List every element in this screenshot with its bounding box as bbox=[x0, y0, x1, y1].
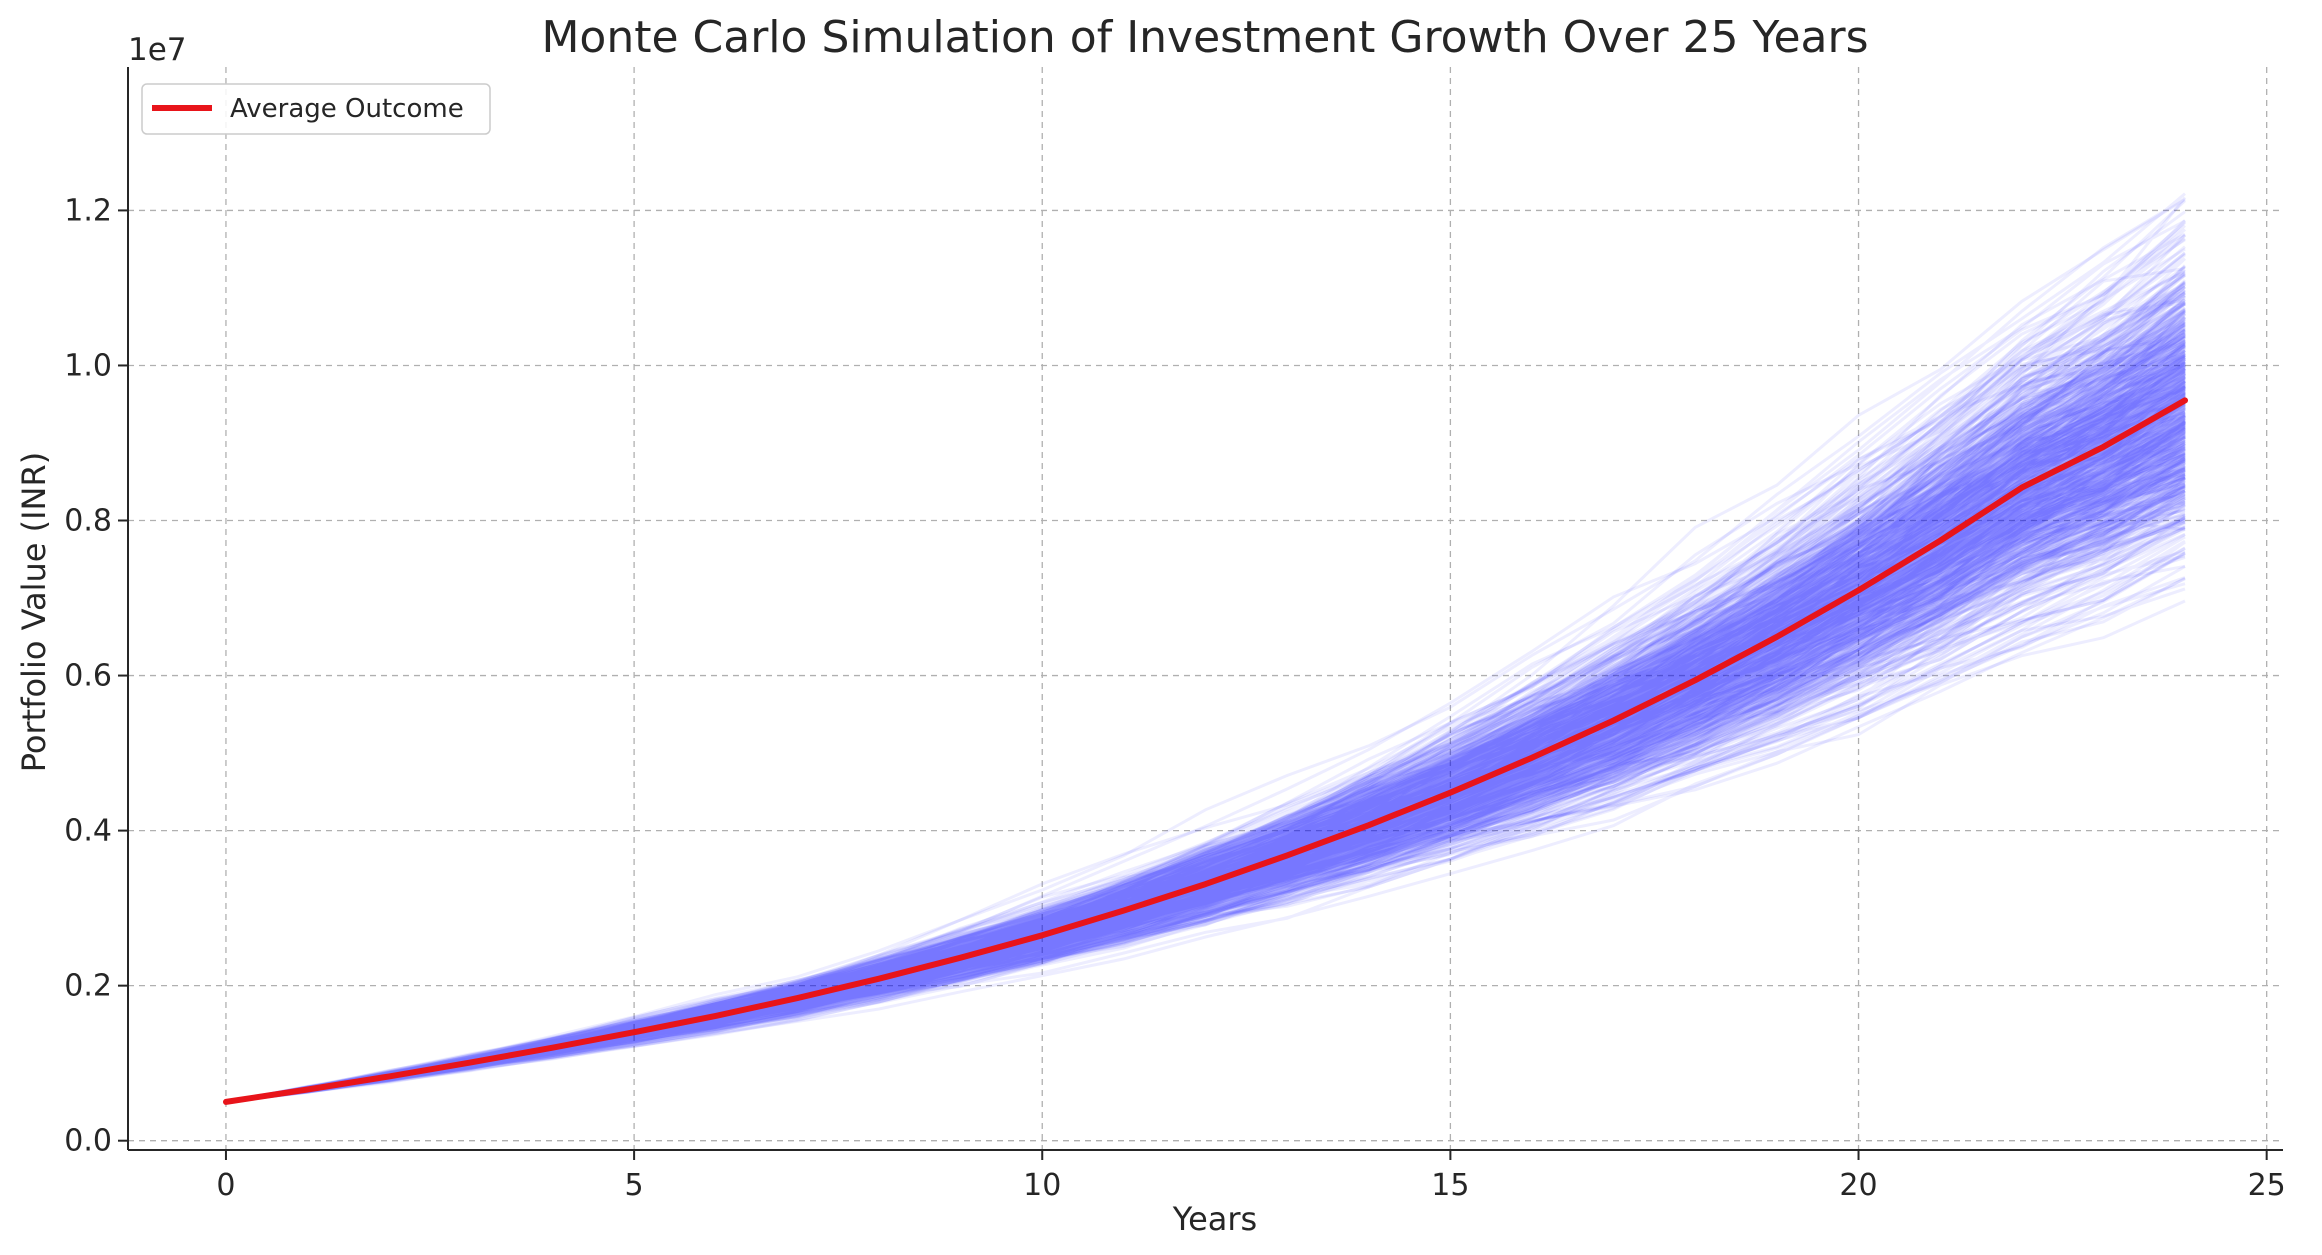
y-tick-label: 0.2 bbox=[64, 969, 112, 1004]
x-tick-label: 20 bbox=[1839, 1168, 1877, 1203]
y-axis-label: Portfolio Value (INR) bbox=[15, 452, 53, 772]
x-axis-label: Years bbox=[1172, 1200, 1257, 1238]
x-tick-label: 0 bbox=[216, 1168, 235, 1203]
simulation-paths bbox=[225, 192, 2187, 1104]
x-tick-label: 25 bbox=[2248, 1168, 2286, 1203]
y-ticks: 0.0 0.2 0.4 0.6 0.8 1.0 1.2 bbox=[64, 193, 128, 1159]
grid bbox=[128, 67, 2283, 1150]
y-tick-label: 0.6 bbox=[64, 659, 112, 694]
x-tick-label: 10 bbox=[1023, 1168, 1061, 1203]
y-offset-label: 1e7 bbox=[128, 32, 187, 68]
y-tick-label: 1.2 bbox=[64, 193, 112, 228]
x-tick-label: 5 bbox=[625, 1168, 644, 1203]
y-tick-label: 0.4 bbox=[64, 814, 112, 849]
y-tick-label: 0.8 bbox=[64, 504, 112, 539]
legend: Average Outcome bbox=[141, 83, 491, 135]
y-tick-label: 0.0 bbox=[64, 1124, 112, 1159]
legend-label: Average Outcome bbox=[230, 94, 464, 124]
simulation-path-group bbox=[225, 224, 2187, 1104]
chart-title: Monte Carlo Simulation of Investment Gro… bbox=[541, 12, 1868, 63]
legend-box bbox=[141, 83, 491, 135]
x-tick-label: 15 bbox=[1431, 1168, 1469, 1203]
y-tick-label: 1.0 bbox=[64, 348, 112, 383]
axes bbox=[127, 67, 2283, 1151]
average-outcome-series bbox=[223, 397, 2188, 1105]
x-ticks: 0 5 10 15 20 25 bbox=[216, 1150, 2286, 1203]
